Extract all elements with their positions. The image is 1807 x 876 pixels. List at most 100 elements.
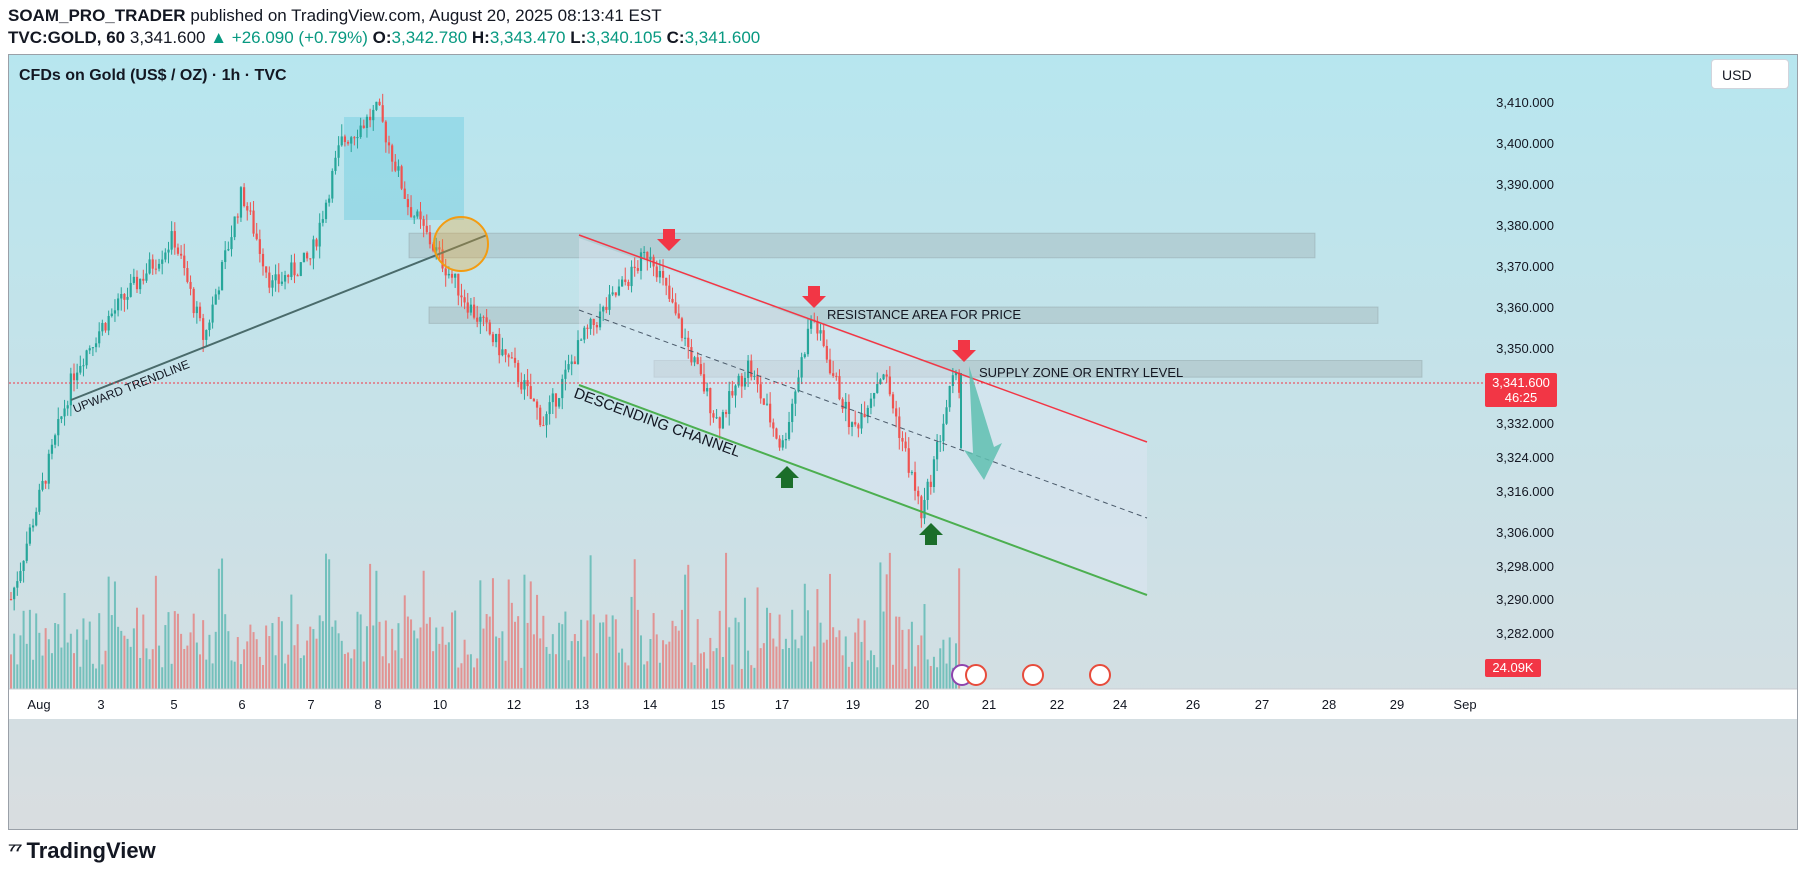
volume-bar xyxy=(498,637,501,689)
channel-fill xyxy=(579,238,1147,595)
chart-title: CFDs on Gold (US$ / OZ) · 1h · TVC xyxy=(19,67,287,84)
candle-body xyxy=(942,423,945,442)
volume-bar xyxy=(306,640,309,689)
volume-bar xyxy=(510,602,513,689)
candle-body xyxy=(945,407,948,424)
time-scale xyxy=(9,689,1797,719)
candle-body xyxy=(687,337,690,348)
candle-body xyxy=(901,437,904,442)
candle-body xyxy=(350,137,353,144)
volume-bar xyxy=(91,663,94,689)
volume-bar xyxy=(410,619,413,689)
candle-body xyxy=(280,281,283,284)
zone-supply xyxy=(653,360,1423,378)
volume-bar xyxy=(10,654,12,689)
volume-bar xyxy=(463,639,466,689)
candle-body xyxy=(495,333,498,343)
candle-body xyxy=(157,263,161,269)
candle-body xyxy=(233,216,236,238)
volume-bar xyxy=(942,639,945,689)
candle-body xyxy=(690,347,693,363)
x-tick-label: 14 xyxy=(643,697,657,712)
volume-bar xyxy=(444,644,447,689)
volume-bar xyxy=(693,665,696,689)
high-value: 3,343.470 xyxy=(489,28,566,47)
volume-bar xyxy=(706,668,709,689)
volume-bar xyxy=(819,622,822,689)
candle-body xyxy=(315,239,318,247)
candle-body xyxy=(891,394,895,409)
candle-body xyxy=(567,364,570,370)
volume-bar xyxy=(684,574,687,689)
volume-bar xyxy=(362,661,365,689)
volume-bar xyxy=(866,660,869,689)
y-tick-label: 3,400.000 xyxy=(1496,136,1554,151)
candle-body xyxy=(718,417,721,429)
volume-bar xyxy=(860,641,863,689)
candle-body xyxy=(283,275,287,282)
volume-bar xyxy=(753,667,756,689)
candle-body xyxy=(230,237,233,250)
volume-bar xyxy=(101,664,104,689)
candle-body xyxy=(324,202,328,220)
volume-bar xyxy=(841,655,844,689)
currency-button[interactable]: USD xyxy=(1711,59,1789,89)
volume-bar xyxy=(479,580,482,689)
candle-body xyxy=(372,109,375,121)
volume-bar xyxy=(47,639,50,689)
volume-bar xyxy=(428,617,431,689)
volume-bar xyxy=(633,559,636,689)
chart-panel[interactable]: 3,410.000 3,400.000 3,390.000 3,380.000 3,37… xyxy=(8,54,1798,830)
candle-body xyxy=(120,293,123,299)
candle-body xyxy=(958,372,961,393)
volume-bar xyxy=(375,570,378,689)
candle-body xyxy=(561,378,564,399)
volume-bar xyxy=(60,647,63,689)
volume-bar xyxy=(255,639,258,689)
volume-bar xyxy=(721,656,724,689)
volume-bar xyxy=(772,638,775,689)
candle-body xyxy=(432,244,435,251)
candle-body xyxy=(274,274,277,281)
volume-bar xyxy=(38,632,41,689)
candle-body xyxy=(384,121,387,143)
candle-body xyxy=(447,273,450,276)
volume-bar xyxy=(939,648,942,689)
candle-body xyxy=(513,357,517,363)
volume-bar xyxy=(863,620,866,689)
candle-body xyxy=(863,413,866,418)
up-arrow-icon xyxy=(919,523,943,545)
publisher-name[interactable]: SOAM_PRO_TRADER xyxy=(8,6,186,25)
candle-body xyxy=(769,403,772,423)
volume-bar xyxy=(671,620,674,689)
candle-body xyxy=(170,231,173,250)
candle-body xyxy=(76,372,79,381)
volume-bar xyxy=(813,646,816,689)
candle-body xyxy=(19,570,22,582)
candle-body xyxy=(290,262,293,278)
volume-bar xyxy=(353,649,356,689)
symbol-header: TVC:GOLD, 60 3,341.600 ▲ +26.090 (+0.79%… xyxy=(8,28,760,48)
volume-bar xyxy=(107,576,110,689)
candle-body xyxy=(413,216,416,218)
volume-bar xyxy=(611,615,614,689)
candle-body xyxy=(551,393,554,403)
volume-bar xyxy=(580,619,583,689)
volume-bar xyxy=(110,615,113,689)
y-tick-label: 3,380.000 xyxy=(1496,218,1554,233)
candle-body xyxy=(608,294,611,310)
volume-bar xyxy=(674,626,677,689)
down-arrow-icon xyxy=(802,286,826,308)
candle-body xyxy=(844,401,847,409)
close-label: C: xyxy=(666,28,685,47)
chart-canvas[interactable]: 3,410.000 3,400.000 3,390.000 3,380.000 3,37… xyxy=(9,55,1798,830)
candle-body xyxy=(268,272,271,288)
volume-bar xyxy=(945,663,948,689)
candle-body xyxy=(854,422,857,425)
candle-body xyxy=(728,391,731,415)
volume-bar xyxy=(208,634,211,689)
candle-body xyxy=(406,198,409,208)
event-icon xyxy=(965,664,987,686)
volume-bar xyxy=(775,646,778,689)
tradingview-logo[interactable]: ⁷⁷ TradingView xyxy=(8,838,156,864)
